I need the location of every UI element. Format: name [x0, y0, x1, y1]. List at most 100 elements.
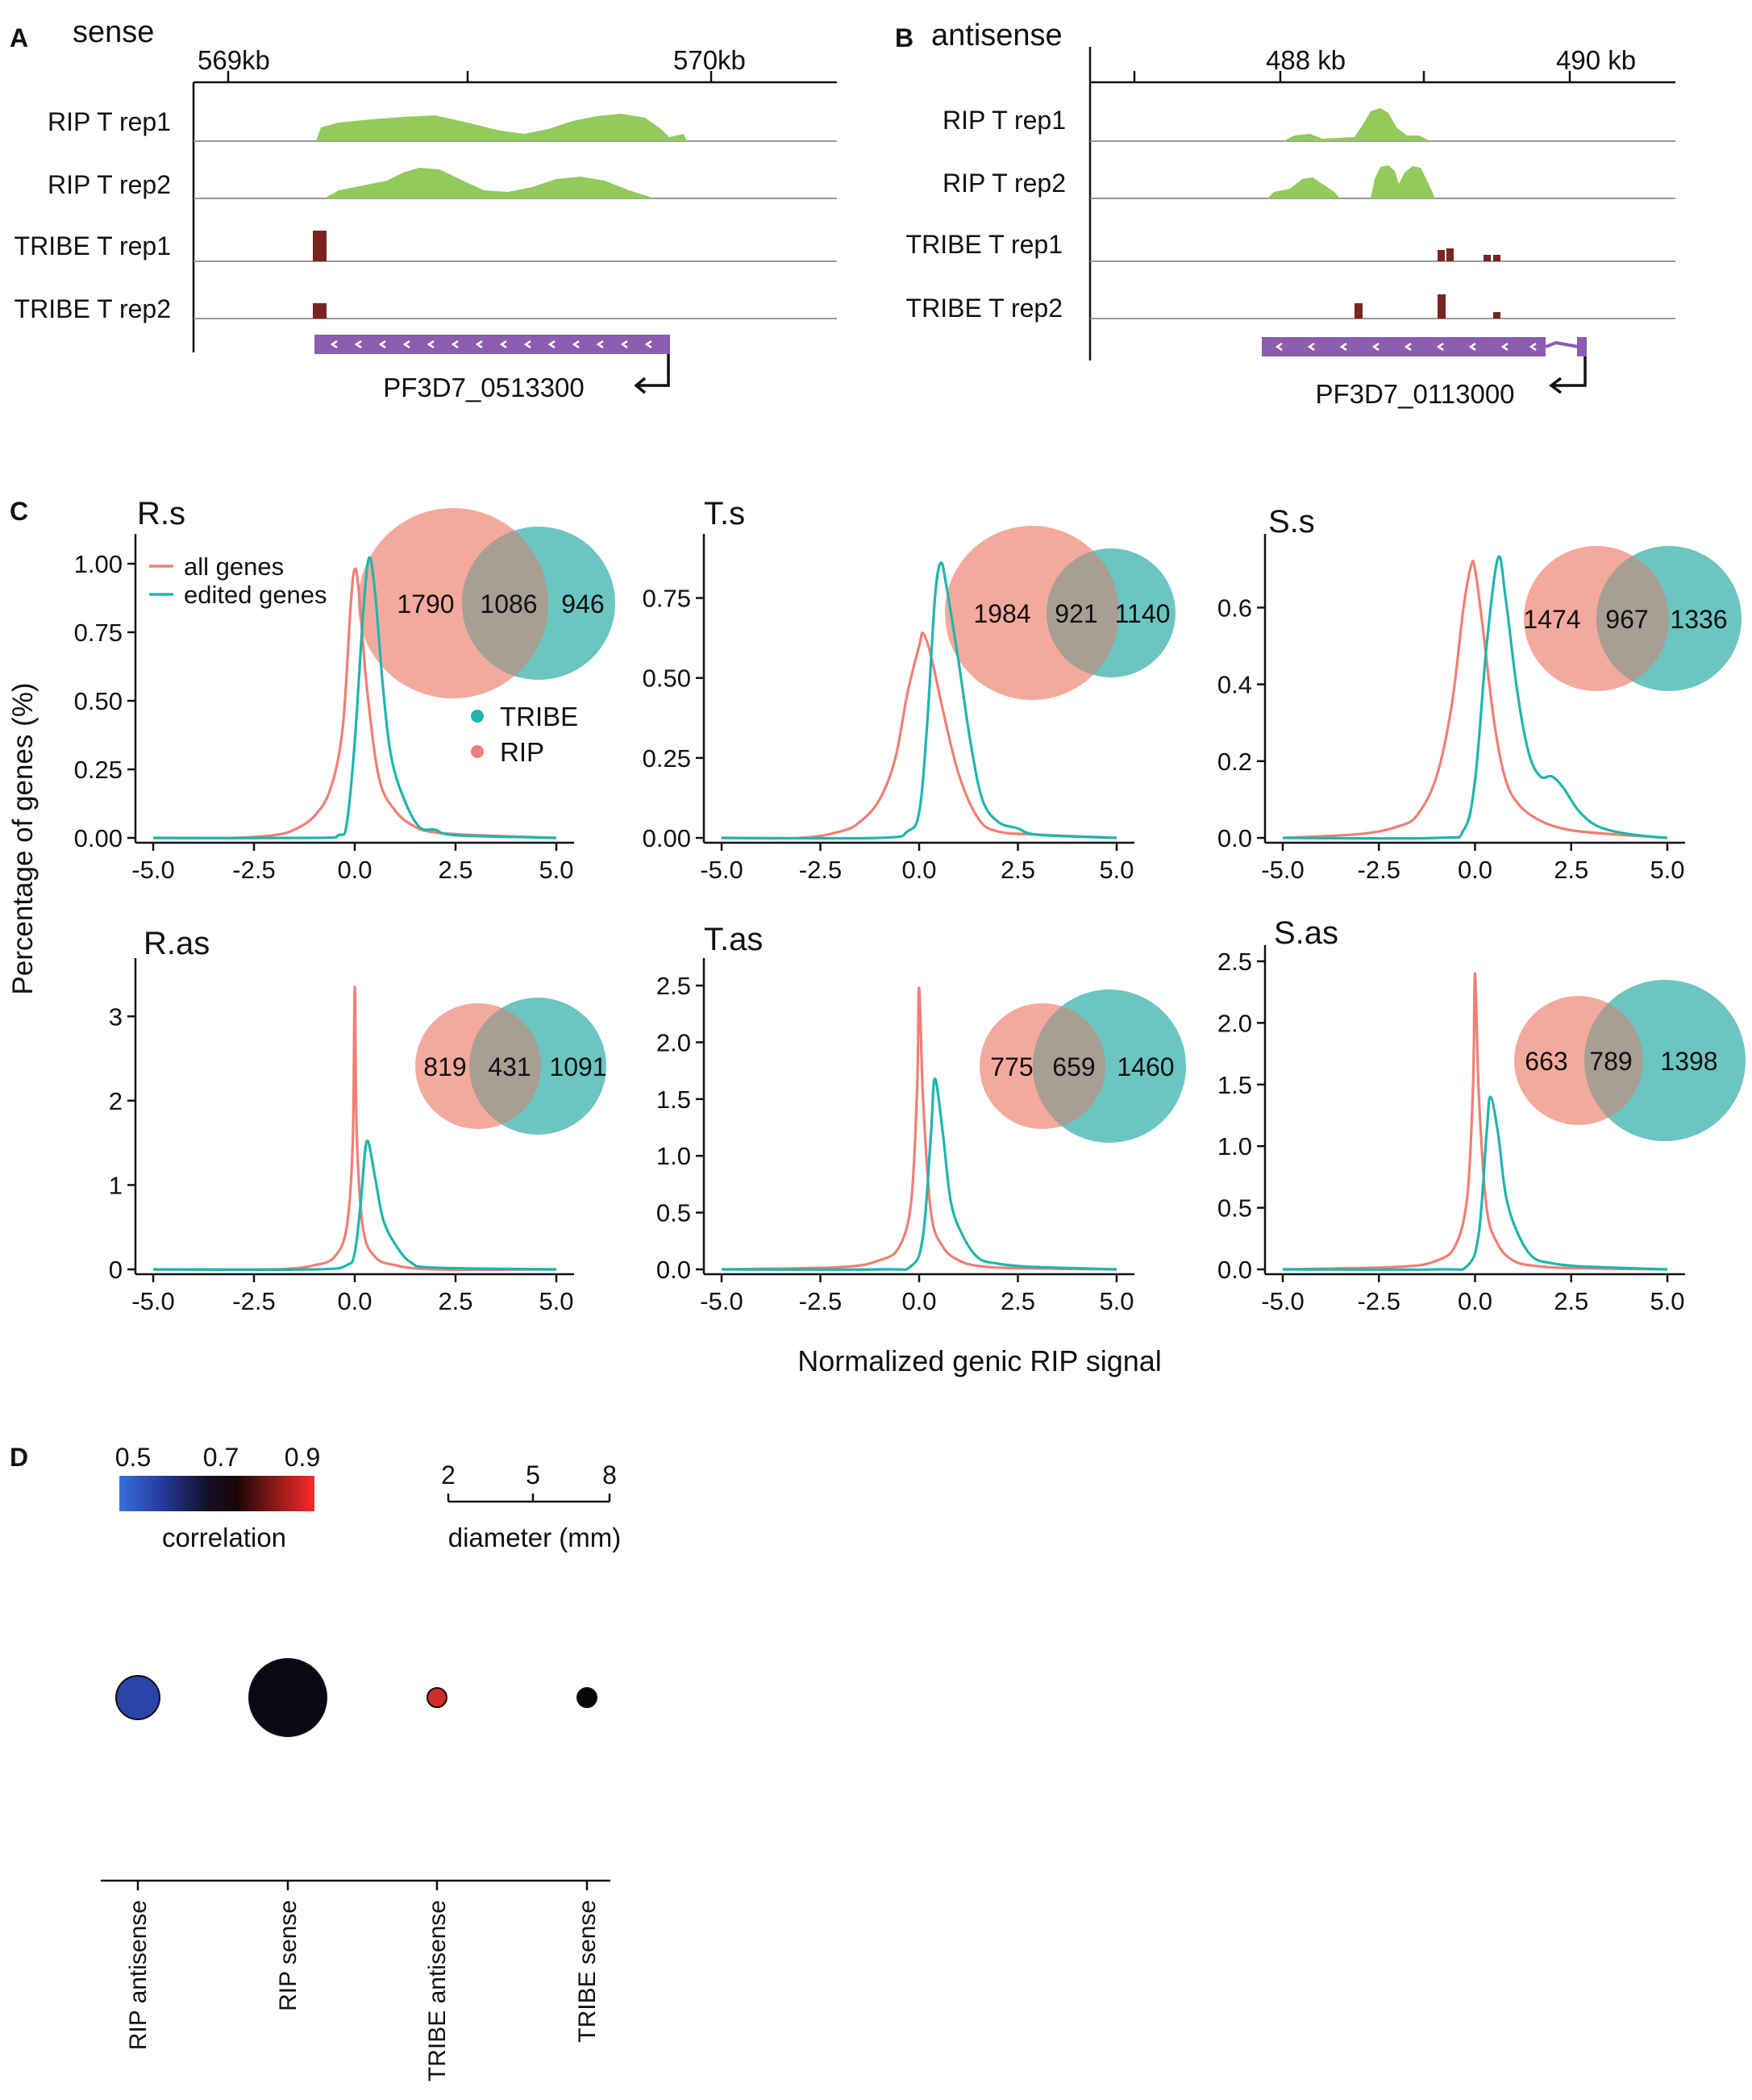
x-tick-label: 0.0 [337, 1287, 372, 1315]
category-label: RIP sense [275, 1900, 302, 2011]
venn-count-rip-only: 1984 [973, 599, 1030, 628]
density-line-all-genes [721, 631, 1117, 840]
panel-b: B antisense 488 kb 490 kb RIP T rep1 RIP… [895, 19, 1675, 409]
density-line-all-genes [1282, 972, 1668, 1271]
x-tick-label: 5.0 [1099, 856, 1134, 884]
panel-a: A sense 569kb 570kb RIP T rep1 RIP T rep… [10, 15, 837, 402]
density-line-edited-genes [152, 556, 557, 840]
y-tick-label: 0.75 [643, 585, 691, 613]
correlation-dot [427, 1687, 447, 1708]
x-tick-label: 0.0 [1458, 1287, 1492, 1315]
density-panel-title: T.as [704, 922, 763, 957]
y-tick-label: 0.75 [74, 619, 123, 647]
x-tick-label: 2.5 [438, 856, 472, 884]
color-scale-title: correlation [162, 1523, 286, 1552]
venn-count-overlap: 921 [1055, 599, 1097, 628]
venn-count-overlap: 967 [1605, 605, 1648, 634]
tribe-edit-bar [1446, 248, 1454, 261]
x-tick-label: 0.0 [1458, 856, 1492, 884]
y-tick-label: 0.0 [656, 1256, 691, 1284]
panel-d: D 0.5 0.7 0.9 correlation 2 5 8 diameter… [10, 1443, 622, 1882]
venn-count-tribe-only: 946 [561, 590, 604, 619]
density-line-edited-genes [721, 1077, 1117, 1271]
track-label: RIP T rep2 [48, 170, 171, 199]
x-tick-label: -5.0 [1261, 856, 1304, 884]
color-scale-tick: 0.5 [115, 1443, 151, 1472]
y-tick-label: 0.6 [1217, 594, 1252, 622]
venn-count-tribe-only: 1336 [1670, 605, 1727, 634]
legend-label-edited-genes: edited genes [184, 581, 327, 609]
legend-label-rip: RIP [500, 737, 544, 767]
y-tick-label: 0.5 [1217, 1194, 1252, 1223]
track-label: TRIBE T rep1 [906, 230, 1063, 259]
x-tick-label: -2.5 [1358, 856, 1400, 884]
x-tick-label: -5.0 [700, 1287, 743, 1315]
track-label: RIP T rep1 [48, 107, 171, 136]
density-panel: S.as 0.0 0.5 1.0 1.5 2.0 2.5 -5.0 -2.5 0.0 2.5 5.0 6… [1217, 915, 1746, 1315]
correlation-dot [115, 1675, 160, 1720]
y-tick-label: 0.50 [643, 665, 691, 693]
category-label: RIP antisense [125, 1900, 152, 2050]
y-tick-label: 2.5 [1217, 948, 1252, 976]
panel-c: C Percentage of genes (%) Normalized gen… [7, 497, 1162, 1377]
y-tick-label: 0.5 [656, 1199, 691, 1227]
x-tick-label: 2.5 [1554, 856, 1588, 884]
legend-label-tribe: TRIBE [500, 702, 578, 731]
x-tick-label: 5.0 [1099, 1287, 1134, 1315]
venn-count-tribe-only: 1140 [1115, 599, 1171, 628]
venn-overlap [1596, 546, 1669, 691]
correlation-dot [248, 1658, 327, 1737]
venn-count-overlap: 659 [1052, 1052, 1095, 1081]
tribe-edit-bar [313, 231, 327, 261]
x-tick-label: -5.0 [700, 856, 743, 884]
density-line-all-genes [152, 985, 557, 1271]
y-tick-label: 1 [109, 1171, 123, 1199]
panel-a-coord-label: 570kb [673, 45, 746, 75]
panel-d-letter: D [10, 1443, 28, 1472]
y-tick-label: 2.0 [1217, 1009, 1252, 1037]
venn-count-tribe-only: 1091 [549, 1052, 606, 1081]
x-tick-label: -2.5 [799, 856, 842, 884]
density-panel-title: R.s [137, 496, 185, 531]
y-tick-label: 2 [109, 1087, 123, 1115]
x-tick-label: -5.0 [1261, 1287, 1304, 1315]
venn-count-rip-only: 819 [423, 1052, 466, 1081]
y-tick-label: 0.50 [74, 687, 123, 715]
x-tick-label: 2.5 [1554, 1287, 1588, 1315]
panel-a-letter: A [10, 23, 28, 52]
venn-count-tribe-only: 1460 [1117, 1052, 1174, 1081]
venn-count-rip-only: 1474 [1523, 605, 1580, 634]
x-tick-label: 2.5 [1001, 856, 1035, 884]
x-tick-label: 2.5 [438, 1287, 472, 1315]
density-line-all-genes [721, 986, 1117, 1271]
x-tick-label: 5.0 [539, 856, 573, 884]
density-line-edited-genes [1282, 555, 1668, 840]
tribe-edit-bar [1484, 255, 1491, 261]
gene-model [314, 335, 670, 354]
venn-overlap [469, 1003, 541, 1129]
rip-coverage-track [1267, 165, 1435, 198]
x-tick-label: -2.5 [1358, 1287, 1400, 1315]
size-scale-tick: 8 [602, 1460, 617, 1490]
venn-overlap [1047, 548, 1119, 677]
density-panel-title: T.s [704, 496, 745, 531]
density-line-edited-genes [721, 561, 1117, 840]
track-label: RIP T rep1 [943, 106, 1066, 135]
tribe-edit-bar [313, 303, 327, 319]
track-label: TRIBE T rep1 [15, 231, 171, 260]
y-tick-label: 1.0 [656, 1142, 691, 1170]
x-tick-label: 5.0 [539, 1287, 573, 1315]
y-axis-title: Percentage of genes (%) [7, 682, 39, 994]
y-tick-label: 1.5 [1217, 1071, 1252, 1099]
venn-count-overlap: 431 [488, 1052, 531, 1081]
density-panel-title: R.as [144, 926, 210, 961]
tribe-edit-bar [1493, 255, 1500, 261]
y-tick-label: 0.25 [74, 756, 123, 784]
density-panel: R.as 0 1 2 3 -5.0 -2.5 0.0 2.5 5.0 819 431 1091 [109, 926, 607, 1315]
x-tick-label: 5.0 [1650, 856, 1684, 884]
size-scale-title: diameter (mm) [448, 1523, 622, 1552]
legend-dot-rip [471, 745, 484, 758]
density-panel: S.s 0.0 0.2 0.4 0.6 -5.0 -2.5 0.0 2.5 5.0 1474 967 1… [1217, 504, 1742, 884]
dot-legend: TRIBE RIP [471, 702, 578, 767]
gene-intron [1545, 340, 1579, 348]
